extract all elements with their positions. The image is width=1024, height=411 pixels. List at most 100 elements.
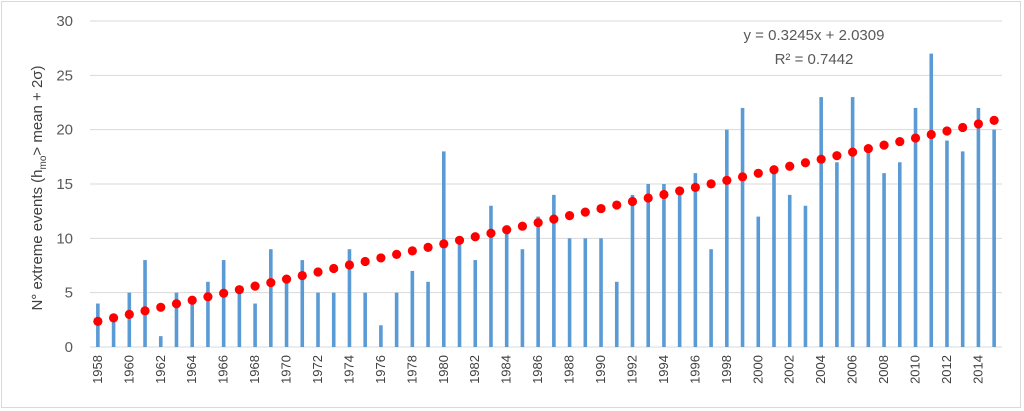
x-tick-label: 1962: [153, 355, 168, 384]
bar: [945, 140, 949, 347]
bar: [835, 162, 839, 347]
trend-point: [486, 228, 496, 238]
bar: [347, 249, 352, 347]
bar: [929, 53, 934, 347]
bar: [772, 173, 776, 347]
y-axis-title-rest: > mean + 2σ): [29, 65, 46, 155]
trend-point: [879, 140, 889, 150]
y-tick-label: 5: [65, 285, 73, 302]
trend-point: [376, 253, 386, 263]
bar: [284, 281, 289, 347]
bar: [253, 303, 257, 347]
x-tick-label: 1990: [593, 355, 608, 384]
bars: [96, 53, 996, 347]
bar: [504, 227, 509, 347]
x-tick-label: 2002: [782, 355, 797, 384]
x-tick-label: 1986: [530, 355, 545, 384]
trend-point: [549, 214, 559, 224]
x-tick-label: 2006: [845, 355, 860, 384]
bar: [756, 216, 761, 347]
gridlines: [90, 20, 1002, 348]
x-tick-label: 1992: [624, 355, 639, 384]
bar: [882, 173, 886, 347]
trend-point: [203, 292, 213, 302]
bar: [473, 260, 478, 347]
bar: [426, 281, 430, 347]
trend-point: [344, 260, 355, 270]
x-tick-label: 2004: [813, 355, 828, 384]
trend-point: [266, 278, 276, 288]
bar: [379, 325, 383, 347]
x-tick-label: 1982: [467, 355, 482, 384]
bar: [316, 292, 320, 347]
trend-point: [124, 309, 134, 319]
trend-point: [108, 313, 119, 323]
trend-point: [297, 270, 307, 281]
bar: [662, 184, 666, 347]
trend-point: [564, 211, 575, 221]
trend-point: [722, 175, 732, 185]
bar: [300, 260, 305, 347]
trend-point: [234, 285, 244, 295]
bar: [206, 281, 210, 347]
bar: [725, 129, 729, 347]
trend-point: [627, 196, 638, 207]
trend-point: [219, 288, 229, 298]
x-tick-label: 1976: [373, 355, 388, 384]
trend-point: [753, 168, 763, 178]
trend-point: [643, 193, 653, 203]
trend-point: [958, 122, 968, 133]
trend-point: [407, 246, 417, 256]
bar: [143, 260, 147, 347]
trend-point: [517, 221, 528, 231]
trend-point: [171, 299, 182, 309]
x-tick-label: 2014: [970, 355, 985, 384]
bar: [693, 173, 698, 347]
x-tick-label: 2010: [908, 355, 923, 384]
y-tick-label: 25: [56, 67, 73, 84]
bar: [646, 184, 651, 347]
y-tick-labels: 0 5 10 15 20 25 30: [56, 13, 73, 356]
bar: [960, 151, 965, 347]
trend-point: [250, 281, 260, 291]
y-tick-label: 10: [56, 230, 73, 247]
bar: [992, 129, 996, 347]
x-tick-label: 2000: [750, 355, 765, 384]
x-tick-label: 1996: [687, 355, 702, 384]
bar: [269, 249, 273, 347]
bar: [709, 249, 713, 347]
trend-point: [612, 200, 622, 210]
y-tick-label: 0: [65, 339, 73, 356]
x-tick-labels: 1958 1960 1962 1964 1966 1968 1970 1972 1974 1976…: [90, 355, 986, 384]
x-tick-label: 1958: [90, 355, 105, 384]
bar: [363, 292, 367, 347]
x-tick-label: 2012: [939, 355, 954, 384]
bar: [740, 107, 745, 347]
x-tick-label: 1966: [216, 355, 231, 384]
bar: [552, 194, 556, 347]
trend-point: [329, 263, 339, 274]
trend-point: [800, 158, 811, 168]
trend-point: [832, 151, 842, 161]
x-tick-label: 1960: [121, 355, 136, 384]
trend-point: [926, 129, 936, 140]
trend-point: [816, 154, 826, 164]
trend-point: [596, 203, 606, 214]
trend-point: [690, 182, 700, 193]
x-tick-label: 1970: [279, 355, 294, 384]
trend-point: [659, 189, 669, 200]
bar: [127, 292, 132, 347]
trend-point: [942, 126, 952, 136]
trend-point: [848, 147, 858, 157]
bar: [787, 194, 792, 347]
trend-point: [281, 274, 292, 284]
trend-point: [785, 161, 795, 171]
x-tick-label: 1968: [247, 355, 262, 384]
x-tick-label: 1980: [436, 355, 451, 384]
bar: [536, 216, 540, 347]
bar: [583, 238, 588, 347]
bar: [331, 292, 336, 347]
trend-point: [863, 144, 873, 154]
y-tick-label: 20: [56, 122, 73, 139]
trend-point: [895, 136, 905, 147]
